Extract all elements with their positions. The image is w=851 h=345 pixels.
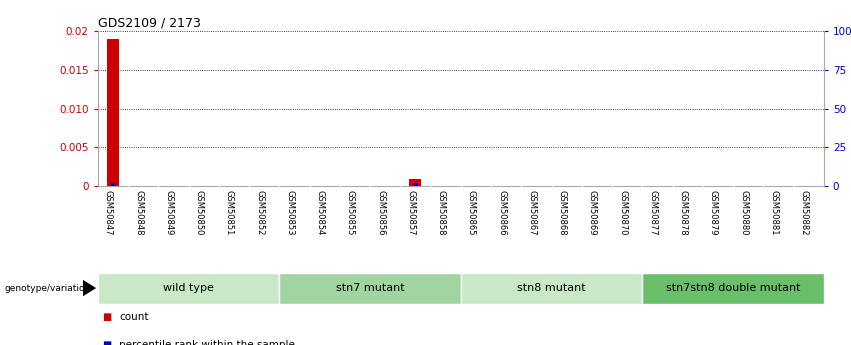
Bar — [98, 273, 279, 304]
Text: GSM50856: GSM50856 — [376, 190, 386, 235]
Polygon shape — [83, 279, 96, 296]
Text: GSM50870: GSM50870 — [618, 190, 627, 235]
Text: GSM50851: GSM50851 — [225, 190, 234, 235]
Text: wild type: wild type — [163, 283, 214, 293]
Text: GSM50847: GSM50847 — [104, 190, 113, 235]
Text: stn7stn8 double mutant: stn7stn8 double mutant — [665, 283, 800, 293]
Text: GSM50854: GSM50854 — [316, 190, 325, 235]
Text: GDS2109 / 2173: GDS2109 / 2173 — [98, 17, 201, 30]
Text: GSM50858: GSM50858 — [437, 190, 446, 235]
Bar — [107, 39, 119, 186]
Text: GSM50852: GSM50852 — [255, 190, 264, 235]
Bar — [413, 183, 418, 186]
Text: genotype/variation: genotype/variation — [4, 284, 90, 293]
Text: GSM50882: GSM50882 — [800, 190, 808, 235]
Text: GSM50868: GSM50868 — [557, 190, 567, 235]
Text: GSM50865: GSM50865 — [467, 190, 476, 235]
Bar — [111, 183, 116, 186]
Text: GSM50850: GSM50850 — [195, 190, 203, 235]
Text: GSM50849: GSM50849 — [164, 190, 174, 235]
Text: GSM50867: GSM50867 — [528, 190, 536, 235]
Text: GSM50855: GSM50855 — [346, 190, 355, 235]
Bar — [643, 273, 824, 304]
Text: GSM50877: GSM50877 — [648, 190, 658, 235]
Text: stn8 mutant: stn8 mutant — [517, 283, 585, 293]
Text: GSM50869: GSM50869 — [588, 190, 597, 235]
Text: GSM50848: GSM50848 — [134, 190, 143, 235]
Bar — [279, 273, 461, 304]
Text: GSM50881: GSM50881 — [769, 190, 779, 235]
Text: percentile rank within the sample: percentile rank within the sample — [119, 340, 295, 345]
Text: GSM50879: GSM50879 — [709, 190, 718, 235]
Bar — [409, 179, 421, 186]
Bar — [461, 273, 643, 304]
Text: ■: ■ — [102, 313, 111, 322]
Text: GSM50880: GSM50880 — [740, 190, 748, 235]
Text: stn7 mutant: stn7 mutant — [336, 283, 404, 293]
Text: GSM50866: GSM50866 — [497, 190, 506, 235]
Text: GSM50853: GSM50853 — [285, 190, 294, 235]
Text: GSM50878: GSM50878 — [678, 190, 688, 235]
Text: ■: ■ — [102, 340, 111, 345]
Text: GSM50857: GSM50857 — [407, 190, 415, 235]
Text: count: count — [119, 313, 149, 322]
